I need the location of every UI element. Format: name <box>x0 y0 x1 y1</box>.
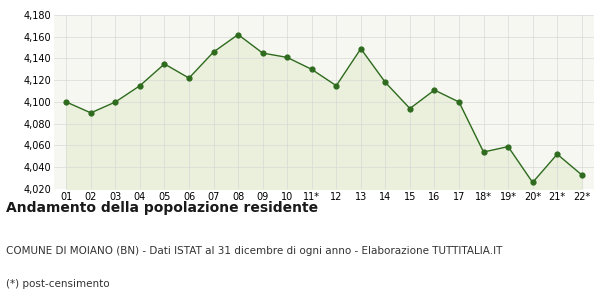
Point <box>331 83 341 88</box>
Point <box>160 61 169 66</box>
Point <box>430 88 439 92</box>
Point <box>553 152 562 157</box>
Point <box>528 180 538 185</box>
Point <box>577 172 587 177</box>
Text: Andamento della popolazione residente: Andamento della popolazione residente <box>6 201 318 215</box>
Point <box>184 76 194 80</box>
Point <box>283 55 292 60</box>
Point <box>356 46 365 51</box>
Point <box>110 100 120 104</box>
Point <box>503 144 513 149</box>
Point <box>61 100 71 104</box>
Point <box>405 106 415 111</box>
Text: (*) post-censimento: (*) post-censimento <box>6 279 110 289</box>
Point <box>479 150 488 154</box>
Point <box>454 100 464 104</box>
Point <box>258 51 268 56</box>
Point <box>233 32 243 37</box>
Point <box>380 80 390 85</box>
Point <box>307 67 317 72</box>
Point <box>86 110 95 115</box>
Text: COMUNE DI MOIANO (BN) - Dati ISTAT al 31 dicembre di ogni anno - Elaborazione TU: COMUNE DI MOIANO (BN) - Dati ISTAT al 31… <box>6 246 502 256</box>
Point <box>209 50 218 54</box>
Point <box>135 83 145 88</box>
